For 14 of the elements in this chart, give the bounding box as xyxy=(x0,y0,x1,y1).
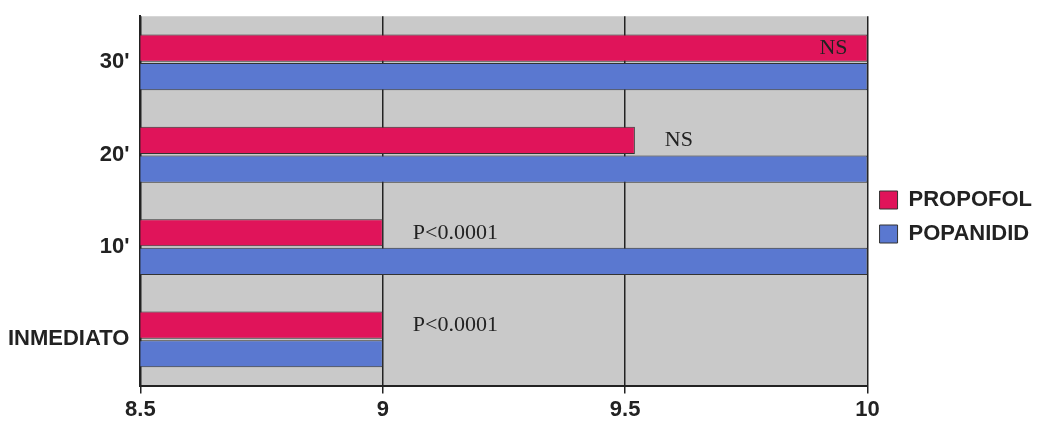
y-tick-label: 10' xyxy=(99,233,130,259)
annotation: P<0.0001 xyxy=(412,218,498,244)
x-tick-label: 10 xyxy=(855,395,880,421)
annotation: NS xyxy=(664,126,693,152)
legend-label: POPANIDID xyxy=(908,220,1030,246)
x-tick-label: 9.5 xyxy=(609,395,641,421)
y-tick-label: INMEDIATO xyxy=(7,325,130,351)
annotation: P<0.0001 xyxy=(412,310,498,336)
y-tick-label: 30' xyxy=(99,48,130,74)
x-tick-label: 9 xyxy=(376,395,389,421)
annotation: NS xyxy=(819,33,848,59)
x-tick-label: 8.5 xyxy=(125,395,156,421)
y-tick-label: 20' xyxy=(99,140,130,166)
legend-label: PROPOFOL xyxy=(908,186,1032,212)
